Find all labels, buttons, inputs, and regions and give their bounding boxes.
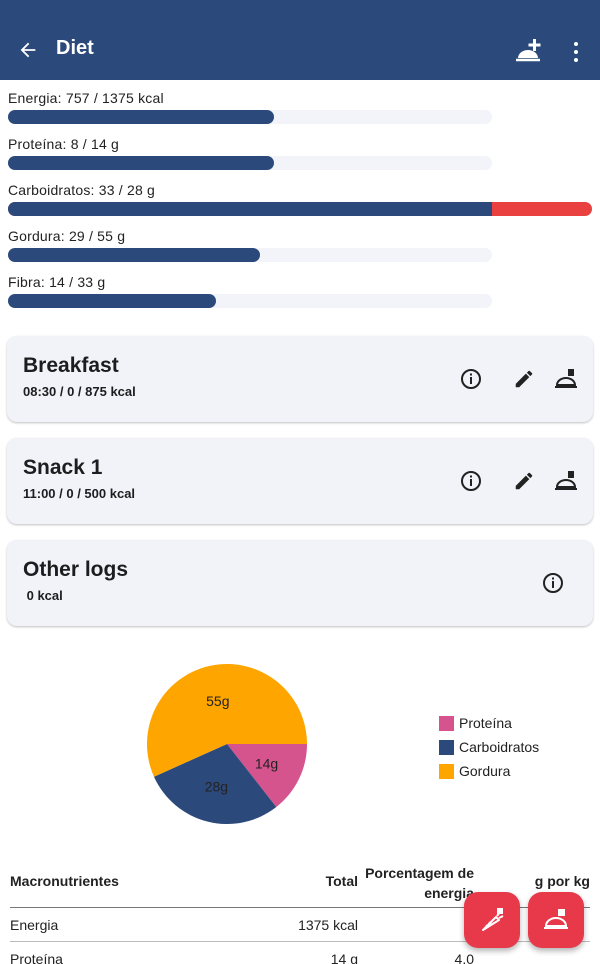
add-meal-plan-button[interactable]: [512, 36, 544, 68]
meal-title: Snack 1: [23, 456, 103, 479]
header-total: Total: [325, 873, 358, 889]
other-logs-card[interactable]: Other logs 0 kcal: [7, 540, 593, 626]
legend-swatch: [439, 739, 454, 755]
goal-label: Proteína: 8 / 14 g: [8, 136, 120, 152]
meal-card-snack[interactable]: Snack 1 11:00 / 0 / 500 kcal: [7, 438, 593, 524]
cell-total: 1375 kcal: [298, 917, 358, 933]
progress-fill: [8, 110, 274, 124]
meal-edit-button[interactable]: [510, 467, 538, 495]
legend-item-fat: Gordura: [439, 759, 539, 783]
pie-label-gordura: 55g: [206, 693, 229, 709]
header-g-per-kg: g por kg: [534, 873, 590, 889]
log-food-icon: [555, 369, 577, 388]
nutrition-goals: Energia: 757 / 1375 kcal Proteína: 8 / 1…: [8, 88, 594, 318]
meal-edit-button[interactable]: [510, 365, 538, 393]
header-macronutrients: Macronutrientes: [10, 873, 119, 889]
other-logs-subtitle: 0 kcal: [23, 588, 63, 603]
cell-total: 14 g: [330, 951, 358, 964]
legend-item-protein: Proteína: [439, 711, 539, 735]
meal-log-food-button[interactable]: [552, 467, 580, 495]
meal-log-food-button[interactable]: [552, 365, 580, 393]
log-food-fab[interactable]: [464, 892, 520, 948]
pie-slice-carboidratos: [153, 744, 277, 824]
progress-fill: [8, 248, 260, 262]
table-header: Macronutrientes Total Porcentagem de ene…: [10, 860, 590, 908]
progress-fill: [8, 294, 216, 308]
meal-title: Breakfast: [23, 354, 119, 377]
table-row: Energia 1375 kcal: [10, 908, 590, 942]
pencil-icon: [515, 472, 533, 490]
pie-svg: 14g 28g 55g: [147, 664, 307, 824]
more-vertical-icon: [574, 42, 578, 46]
back-button[interactable]: [14, 36, 42, 64]
cell-name: Energia: [10, 917, 59, 933]
info-icon: [543, 573, 563, 593]
cell-name: Proteína: [10, 951, 63, 964]
info-icon: [461, 471, 481, 491]
cell-energy-percent: 4.0: [454, 951, 474, 964]
macro-pie-chart: 14g 28g 55g: [145, 662, 309, 826]
arrow-left-icon: [20, 42, 36, 58]
info-icon: [461, 369, 481, 389]
goal-fat: Gordura: 29 / 55 g: [8, 226, 594, 272]
pencil-icon: [515, 370, 533, 388]
macronutrient-table: Macronutrientes Total Porcentagem de ene…: [10, 860, 590, 964]
goal-label: Energia: 757 / 1375 kcal: [8, 90, 164, 106]
meal-dome-icon: [544, 909, 568, 929]
pie-label-carboidratos: 28g: [205, 779, 228, 795]
add-meal-fab[interactable]: [528, 892, 584, 948]
goal-fiber: Fibra: 14 / 33 g: [8, 272, 594, 318]
pie-label-proteína: 14g: [255, 755, 278, 771]
goal-energy: Energia: 757 / 1375 kcal: [8, 88, 594, 134]
meal-info-button[interactable]: [457, 467, 485, 495]
legend-label: Carboidratos: [459, 739, 540, 755]
goal-protein: Proteína: 8 / 14 g: [8, 134, 594, 180]
meal-info-button[interactable]: [457, 365, 485, 393]
app-bar: Diet: [0, 0, 600, 80]
legend-label: Gordura: [459, 763, 511, 779]
meal-subtitle: 11:00 / 0 / 500 kcal: [23, 486, 136, 501]
legend-label: Proteína: [459, 715, 512, 731]
goal-label: Fibra: 14 / 33 g: [8, 274, 106, 290]
more-options-button[interactable]: [564, 38, 588, 66]
legend-swatch: [439, 715, 454, 731]
chart-legend: Proteína Carboidratos Gordura: [439, 711, 539, 783]
pie-slice-proteína: [227, 744, 307, 808]
add-meal-plan-icon: [516, 39, 541, 62]
progress-fill: [8, 202, 492, 216]
header-energy-percent: Porcentagem de energia: [365, 865, 474, 901]
carrot-icon: [482, 908, 504, 931]
page-title: Diet: [56, 37, 94, 59]
goal-carbs: Carboidratos: 33 / 28 g: [8, 180, 594, 226]
pie-slice-gordura: [147, 664, 307, 777]
progress-fill: [8, 156, 274, 170]
table-row: Proteína 14 g 4.0: [10, 942, 590, 964]
log-food-icon: [555, 471, 577, 490]
meal-subtitle: 08:30 / 0 / 875 kcal: [23, 384, 136, 399]
other-logs-title: Other logs: [23, 558, 129, 581]
legend-item-carbs: Carboidratos: [439, 735, 539, 759]
goal-label: Gordura: 29 / 55 g: [8, 228, 126, 244]
meal-card-breakfast[interactable]: Breakfast 08:30 / 0 / 875 kcal: [7, 336, 593, 422]
legend-swatch: [439, 763, 454, 779]
other-logs-info-button[interactable]: [539, 569, 567, 597]
goal-label: Carboidratos: 33 / 28 g: [8, 182, 156, 198]
